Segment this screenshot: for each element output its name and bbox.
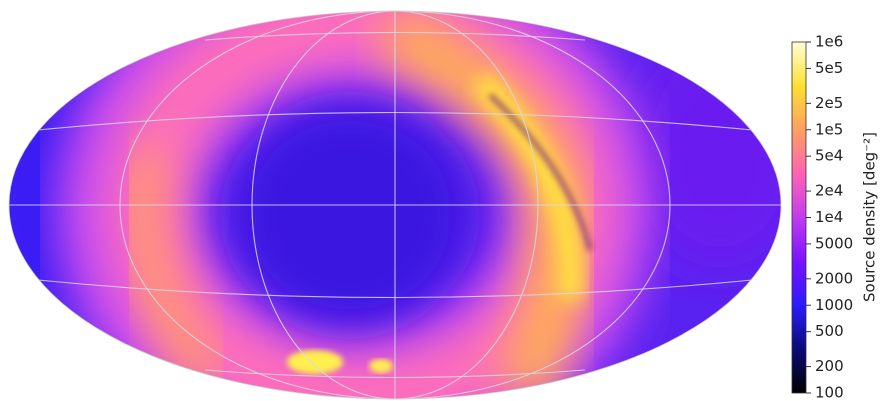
colorbar-tick-label: 2e5 <box>815 94 843 112</box>
colorbar-tick-label: 200 <box>815 357 844 375</box>
colorbar-tick-label: 5e5 <box>815 59 843 77</box>
colorbar-tick-label: 2e4 <box>815 182 843 200</box>
colorbar-tick-label: 2000 <box>815 269 853 287</box>
colorbar-tick-label: 100 <box>815 384 844 401</box>
colorbar-tick-label: 500 <box>815 322 844 340</box>
colorbar-tick-label: 5000 <box>815 234 853 252</box>
colorbar-tick-label: 5e4 <box>815 147 843 165</box>
colorbar-tick-label: 1e6 <box>815 33 843 51</box>
colorbar-tick-label: 1e5 <box>815 120 843 138</box>
sky-map <box>0 0 810 401</box>
colorbar-tick-label: 1e4 <box>815 208 843 226</box>
colorbar-label: Source density [deg⁻²] <box>861 132 879 302</box>
colorbar-tick-label: 1000 <box>815 296 853 314</box>
chart: Source density [deg⁻²] 1e6 5e5 2e5 1e5 5e4 2e… <box>0 0 886 401</box>
colorbar <box>792 42 806 393</box>
page: {"chart_data": {"type": "map", "colorbar… <box>0 0 886 401</box>
